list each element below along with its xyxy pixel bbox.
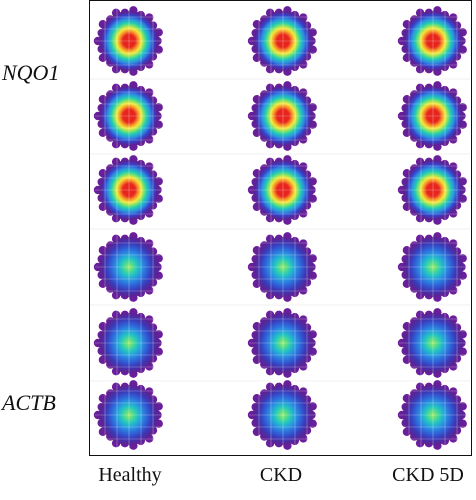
spot-intensity [405,238,461,296]
spot-intensity [101,386,157,444]
spot-actb-r4-c1 [93,232,163,302]
spot-actb-r5-c1 [93,308,163,378]
spot-intensity [255,87,311,145]
spot-intensity [405,386,461,444]
spot-nqo1-r3-c3 [397,155,467,225]
spot-intensity [101,161,157,219]
spot-intensity [101,87,157,145]
spot-intensity [255,314,311,372]
spot-intensity [405,314,461,372]
spot-intensity [255,238,311,296]
spot-actb-r4-c2 [247,232,317,302]
spot-intensity [405,12,461,70]
spot-nqo1-r2-c3 [397,81,467,151]
spot-nqo1-r1-c1 [93,6,163,76]
spot-nqo1-r2-c1 [93,81,163,151]
spot-intensity [101,314,157,372]
figure-frame [89,0,472,456]
spot-intensity [255,386,311,444]
spot-intensity [255,12,311,70]
row-label-nqo1: NQO1 [2,60,60,85]
spot-intensity [405,161,461,219]
spot-actb-r5-c3 [397,308,467,378]
spot-intensity [101,238,157,296]
spot-nqo1-r1-c2 [247,6,317,76]
spot-actb-r6-c2 [247,380,317,450]
spot-intensity [405,87,461,145]
spot-nqo1-r2-c2 [247,81,317,151]
column-label-healthy: Healthy [98,464,162,486]
spot-intensity [101,12,157,70]
row-label-actb: ACTB [2,390,56,415]
spot-intensity [255,161,311,219]
column-label-ckd-5d: CKD 5D [392,464,464,486]
spot-actb-r4-c3 [397,232,467,302]
column-label-ckd: CKD [259,464,303,486]
spot-actb-r5-c2 [247,308,317,378]
spot-nqo1-r3-c1 [93,155,163,225]
spot-actb-r6-c3 [397,380,467,450]
spot-nqo1-r3-c2 [247,155,317,225]
spot-actb-r6-c1 [93,380,163,450]
spot-nqo1-r1-c3 [397,6,467,76]
heatmap-spot-grid [90,6,470,450]
